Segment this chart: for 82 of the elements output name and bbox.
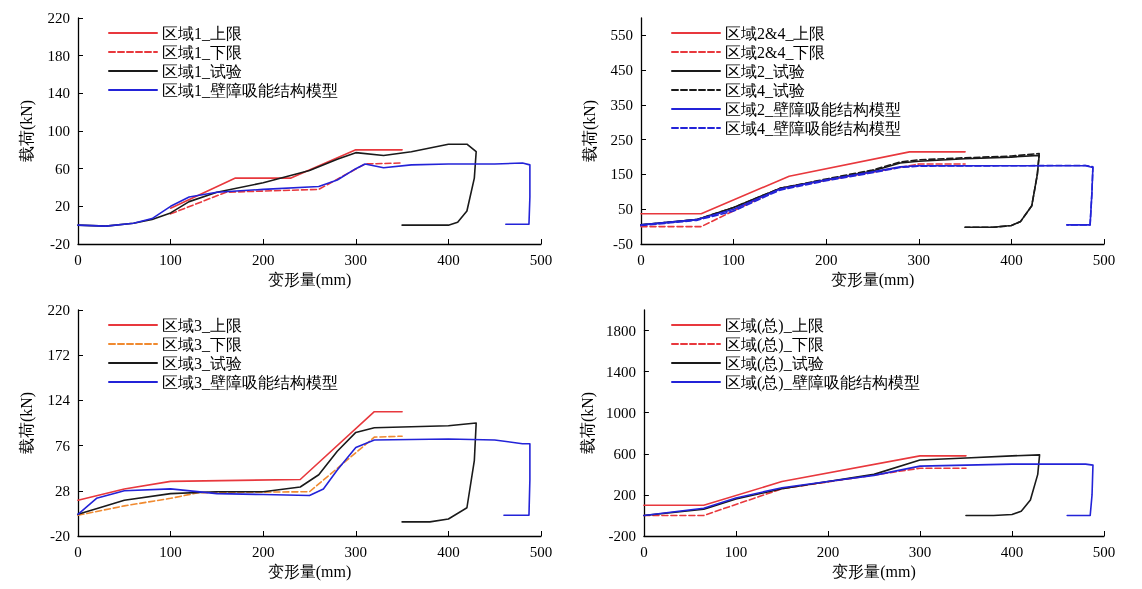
line-series [77,438,531,517]
legend-label: 区域3_上限 [162,316,242,334]
y-tick-label: 20 [55,198,70,215]
x-tick-label: 200 [814,251,838,268]
y-tick-label: 350 [610,96,633,113]
x-axis-title: 变形量(mm) [267,271,352,290]
y-tick-label: 180 [47,47,70,64]
y-axis-title: 载荷(kN) [578,391,597,455]
y-tick-label: 220 [47,302,70,318]
y-tick-label: -50 [613,236,633,252]
legend-label: 区域2&4_上限 [725,24,826,42]
line-series [169,162,403,215]
x-tick-label: 100 [159,543,182,560]
x-tick-label: 300 [907,251,931,268]
y-tick-label: -20 [50,236,70,252]
y-axis-title: 载荷(kN) [580,99,599,163]
legend-label: 区域(总)_上限 [725,316,824,335]
y-axis-title: 载荷(kN) [17,391,36,455]
x-tick-label: 400 [437,543,460,560]
x-tick-label: 300 [344,543,368,560]
x-tick-label: 300 [344,251,368,268]
x-axis-title: 变形量(mm) [832,563,916,582]
legend-label: 区域(总)_试验 [725,354,824,373]
x-tick-label: 100 [724,543,748,560]
legend-label: 区域(总)_壁障吸能结构模型 [725,373,920,392]
y-tick-label: 60 [55,160,70,177]
x-tick-label: 0 [640,543,648,560]
y-tick-label: 124 [47,392,71,409]
x-tick-label: 500 [529,251,553,268]
line-series [77,410,403,502]
y-tick-label: 450 [610,62,633,79]
y-tick-label: 28 [55,482,70,499]
legend-label: 区域(总)_下限 [725,335,824,354]
x-tick-label: 300 [908,543,932,560]
line-series [77,162,531,227]
y-tick-label: 1400 [605,363,636,380]
y-tick-label: 1800 [605,322,636,339]
legend-label: 区域1_试验 [162,62,242,80]
legend-label: 区域1_壁障吸能结构模型 [162,81,338,99]
x-tick-label: 500 [1092,543,1116,560]
x-tick-label: 500 [1092,251,1116,268]
y-axis-title: 载荷(kN) [17,99,36,163]
legend-label: 区域3_下限 [162,335,242,353]
x-tick-label: 500 [529,543,553,560]
y-tick-label: 50 [618,201,633,218]
y-tick-label: 100 [47,123,70,139]
x-axis-title: 变形量(mm) [267,563,352,582]
line-series [77,422,477,523]
x-tick-label: 0 [74,543,82,560]
line-series [643,463,1094,517]
x-tick-label: 400 [437,251,460,268]
y-tick-label: 1000 [605,404,636,421]
x-tick-label: 400 [1000,251,1023,268]
x-tick-label: 200 [251,251,275,268]
y-tick-label: 220 [47,10,70,26]
x-tick-label: 400 [1000,543,1024,560]
legend-label: 区域4_壁障吸能结构模型 [725,119,901,137]
legend-label: 区域2_试验 [725,62,805,80]
legend-label: 区域2_壁障吸能结构模型 [725,100,901,118]
legend-label: 区域1_下限 [162,43,242,61]
x-tick-label: 200 [816,543,840,560]
y-tick-label: 140 [47,85,70,102]
legend-label: 区域1_上限 [162,24,242,42]
y-tick-label: 600 [613,445,636,462]
x-tick-label: 0 [637,251,645,268]
legend-label: 区域3_试验 [162,354,242,372]
y-tick-label: 250 [610,131,633,148]
x-tick-label: 100 [159,251,182,268]
y-tick-label: 150 [610,166,633,183]
x-axis-title: 变形量(mm) [830,271,915,290]
y-tick-label: 200 [613,486,636,503]
y-tick-label: 76 [55,437,71,454]
x-tick-label: 100 [722,251,745,268]
y-tick-label: -20 [50,528,70,544]
y-tick-label: 172 [47,347,70,364]
legend-label: 区域3_壁障吸能结构模型 [162,373,338,391]
legend-label: 区域2&4_下限 [725,43,826,61]
y-tick-label: 550 [610,27,633,44]
y-tick-label: -200 [608,528,636,544]
legend-label: 区域4_试验 [725,81,805,99]
x-tick-label: 0 [74,251,82,268]
x-tick-label: 200 [251,543,275,560]
